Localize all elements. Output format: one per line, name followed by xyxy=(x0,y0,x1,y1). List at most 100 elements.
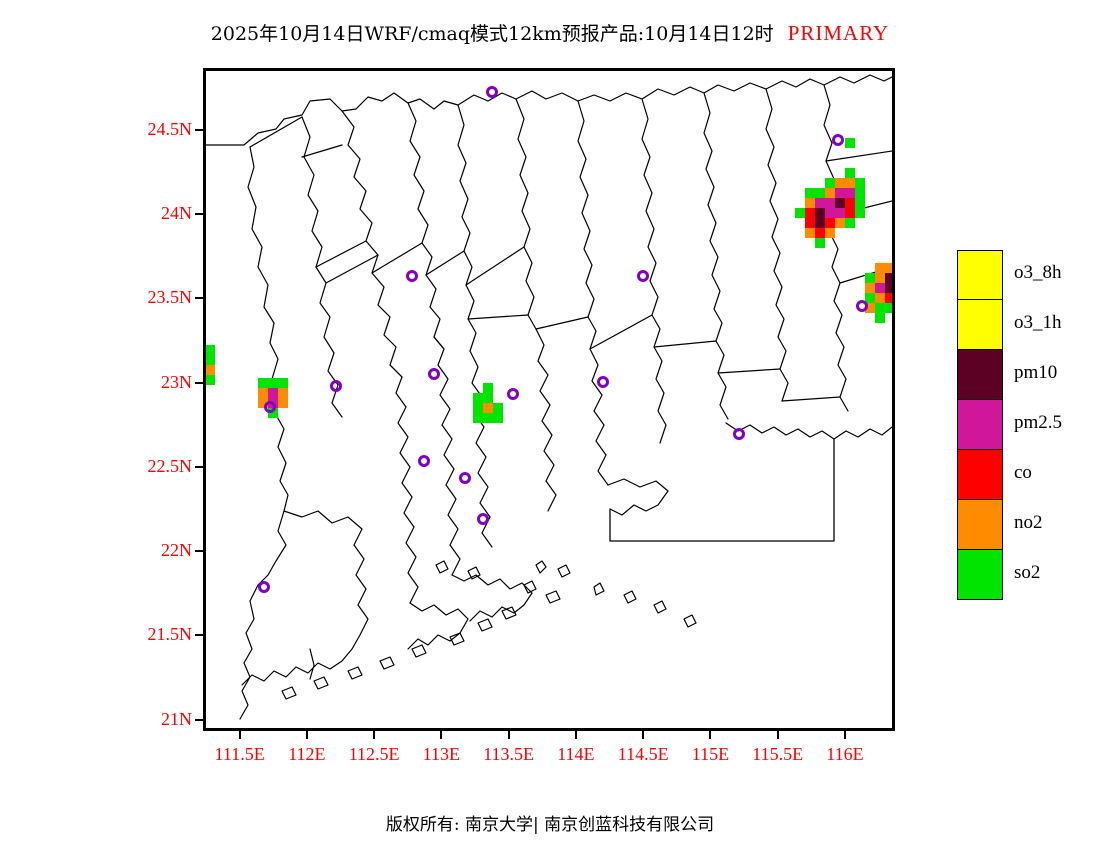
y-axis-tick-mark xyxy=(195,550,204,553)
grid-cell-co xyxy=(825,218,835,228)
grid-cell-no2 xyxy=(825,188,835,198)
grid-cell-co xyxy=(845,198,855,208)
station-marker-icon[interactable] xyxy=(486,86,498,98)
grid-cell-so2 xyxy=(845,138,855,148)
legend-item-label: o3_8h xyxy=(1014,262,1062,283)
x-axis-tick-label: 115E xyxy=(691,744,730,764)
grid-cell-no2 xyxy=(835,218,845,228)
grid-cell-co xyxy=(805,218,815,228)
y-axis-tick-label: 24.5N xyxy=(147,118,193,139)
legend-item-o3-8h[interactable]: o3_8h xyxy=(957,250,1097,300)
map-inner xyxy=(206,71,892,728)
coastline-and-boundaries xyxy=(206,74,892,720)
x-axis-tick-label: 114.5E xyxy=(617,744,669,764)
station-marker-icon[interactable] xyxy=(507,388,519,400)
grid-cell-so2 xyxy=(855,208,865,218)
grid-cell-pm10 xyxy=(815,218,825,228)
x-axis-tick-mark xyxy=(709,730,712,739)
station-marker-icon[interactable] xyxy=(330,380,342,392)
station-marker-icon[interactable] xyxy=(733,428,745,440)
legend-color-swatch xyxy=(957,350,1003,400)
station-marker-icon[interactable] xyxy=(459,472,471,484)
grid-cell-co xyxy=(885,293,892,303)
grid-cell-so2 xyxy=(845,218,855,228)
x-axis-tick-mark xyxy=(574,730,577,739)
legend-item-label: pm2.5 xyxy=(1014,412,1063,433)
grid-cell-pm2.5 xyxy=(825,208,835,218)
x-axis-tick-mark xyxy=(642,730,645,739)
legend-item-pm2-5[interactable]: pm2.5 xyxy=(957,400,1097,450)
grid-cell-pm2.5 xyxy=(815,198,825,208)
y-axis-tick-label: 21.5N xyxy=(147,624,193,645)
grid-cell-so2 xyxy=(258,378,268,388)
legend-color-swatch xyxy=(957,500,1003,550)
station-marker-icon[interactable] xyxy=(637,270,649,282)
grid-cell-no2 xyxy=(206,365,215,375)
grid-cell-no2 xyxy=(875,273,885,283)
station-marker-icon[interactable] xyxy=(258,581,270,593)
grid-cell-no2 xyxy=(825,228,835,238)
x-axis-tick-label: 111.5E xyxy=(214,744,265,764)
grid-cell-pm2.5 xyxy=(825,198,835,208)
station-marker-icon[interactable] xyxy=(832,134,844,146)
y-axis-tick-label: 21N xyxy=(161,708,192,729)
grid-cell-so2 xyxy=(865,273,875,283)
x-axis-tick-label: 114E xyxy=(557,744,595,764)
page-title: 2025年10月14日WRF/cmaq模式12km预报产品:10月14日12时 P… xyxy=(0,19,1100,46)
legend-item-o3-1h[interactable]: o3_1h xyxy=(957,300,1097,350)
station-marker-icon[interactable] xyxy=(264,401,276,413)
station-marker-icon[interactable] xyxy=(856,300,868,312)
grid-cell-so2 xyxy=(206,355,215,365)
legend-item-label: co xyxy=(1014,462,1032,483)
grid-cell-co xyxy=(805,208,815,218)
legend-item-so2[interactable]: so2 xyxy=(957,550,1097,600)
page-title-primary-tag: PRIMARY xyxy=(787,21,890,45)
grid-cell-so2 xyxy=(268,408,278,418)
station-marker-icon[interactable] xyxy=(428,368,440,380)
grid-cell-so2 xyxy=(483,413,493,423)
grid-cell-no2 xyxy=(805,198,815,208)
y-axis-tick-mark xyxy=(195,634,204,637)
grid-cell-so2 xyxy=(206,375,215,385)
legend-item-pm10[interactable]: pm10 xyxy=(957,350,1097,400)
y-axis-tick-label: 22.5N xyxy=(147,455,193,476)
grid-cell-pm10 xyxy=(835,198,845,208)
grid-cell-pm10 xyxy=(885,273,892,283)
grid-cell-so2 xyxy=(483,393,493,403)
legend-item-label: pm10 xyxy=(1014,362,1058,383)
grid-cell-no2 xyxy=(865,303,875,313)
station-marker-icon[interactable] xyxy=(597,376,609,388)
grid-cell-co xyxy=(815,228,825,238)
x-axis-tick-mark xyxy=(373,730,376,739)
page-title-main: 2025年10月14日WRF/cmaq模式12km预报产品:10月14日12时 xyxy=(210,23,774,45)
grid-cell-no2 xyxy=(875,293,885,303)
grid-cell-pm10 xyxy=(885,283,892,293)
legend-item-co[interactable]: co xyxy=(957,450,1097,500)
station-marker-icon[interactable] xyxy=(418,455,430,467)
y-axis-tick-label: 23.5N xyxy=(147,287,193,308)
grid-cell-so2 xyxy=(875,303,885,313)
grid-cell-pm2.5 xyxy=(835,188,845,198)
grid-cell-so2 xyxy=(473,393,483,403)
x-axis-tick-mark xyxy=(776,730,779,739)
y-axis-tick-label: 24N xyxy=(161,203,192,224)
grid-cell-no2 xyxy=(278,388,288,398)
grid-cell-no2 xyxy=(483,403,493,413)
station-marker-icon[interactable] xyxy=(477,513,489,525)
legend-item-label: o3_1h xyxy=(1014,312,1062,333)
y-axis-tick-label: 23N xyxy=(161,371,192,392)
y-axis-tick-mark xyxy=(195,381,204,384)
station-marker-icon[interactable] xyxy=(406,270,418,282)
x-axis-tick-label: 113.5E xyxy=(483,744,535,764)
grid-cell-so2 xyxy=(268,378,278,388)
y-axis-tick-label: 22N xyxy=(161,540,192,561)
grid-cell-so2 xyxy=(815,188,825,198)
legend-item-no2[interactable]: no2 xyxy=(957,500,1097,550)
legend-color-swatch xyxy=(957,400,1003,450)
x-axis-tick-label: 115.5E xyxy=(752,744,804,764)
map-plot-area[interactable] xyxy=(203,68,895,731)
y-axis-tick-mark xyxy=(195,465,204,468)
x-axis-tick-label: 112E xyxy=(288,744,326,764)
grid-cell-pm2.5 xyxy=(268,388,278,398)
